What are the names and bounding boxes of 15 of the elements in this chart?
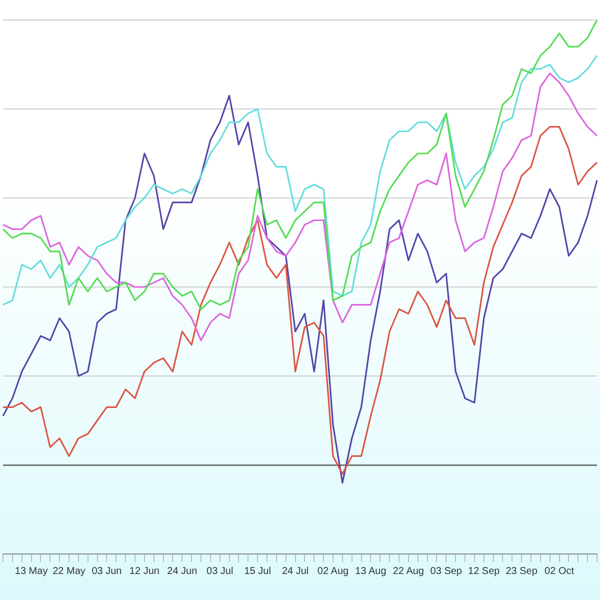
x-tick-label: 22 May [52,566,86,577]
x-tick-label: 22 Aug [392,566,424,577]
x-tick-label: 24 Jul [282,566,309,577]
x-tick-label: 02 Oct [544,566,574,577]
x-tick-label: 13 Aug [355,566,386,577]
x-tick-label: 23 Sep [506,566,538,577]
x-tick-label: 15 Jul [244,566,271,577]
x-tick-label: 02 Aug [317,566,349,577]
x-tick-label: 13 May [14,566,48,577]
x-tick-label: 03 Sep [430,566,462,577]
x-tick-label: 12 Jun [129,566,160,577]
x-tick-label: 24 Jun [167,566,198,577]
x-tick-label: 12 Sep [468,566,500,577]
x-tick-label: 03 Jun [92,566,122,577]
x-tick-label: 03 Jul [206,566,234,577]
